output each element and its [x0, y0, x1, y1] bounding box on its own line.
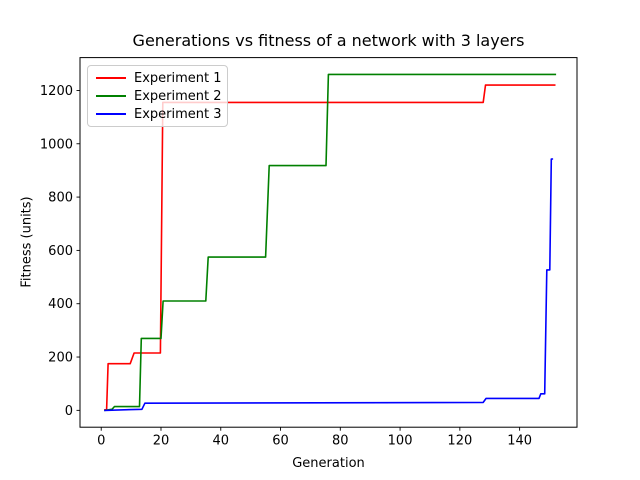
y-tick-label: 400 [48, 297, 73, 312]
legend-item-experiment-3: Experiment 3 [94, 105, 222, 123]
x-tick-label: 80 [332, 434, 349, 449]
x-tick-label: 20 [153, 434, 170, 449]
x-axis-label: Generation [292, 456, 365, 471]
x-tick-label: 120 [447, 434, 472, 449]
x-tick-label: 40 [212, 434, 229, 449]
y-tick-label: 200 [48, 351, 73, 366]
y-tick-label: 1200 [40, 84, 73, 99]
y-tick-label: 800 [48, 191, 73, 206]
legend-line-swatch-experiment-1 [96, 77, 126, 79]
x-tick-label: 0 [97, 434, 105, 449]
x-tick-label: 100 [388, 434, 413, 449]
legend-item-experiment-1: Experiment 1 [94, 69, 222, 87]
plot-frame [79, 57, 578, 428]
y-tick-label: 1000 [40, 137, 73, 152]
legend-label-experiment-1: Experiment 1 [134, 70, 222, 86]
legend-label-experiment-3: Experiment 3 [134, 106, 222, 122]
y-axis-label: Fitness (units) [19, 196, 35, 288]
x-tick-label: 60 [272, 434, 289, 449]
legend-line-swatch-experiment-3 [96, 113, 126, 115]
series-line-experiment-2 [104, 73, 557, 412]
legend-label-experiment-2: Experiment 2 [134, 88, 222, 104]
series-line-experiment-1 [104, 84, 556, 411]
legend-line-swatch-experiment-2 [96, 95, 126, 97]
legend-item-experiment-2: Experiment 2 [94, 87, 222, 105]
chart-title: Generations vs fitness of a network with… [132, 31, 525, 50]
series-line-experiment-3 [104, 158, 554, 412]
y-tick-label: 600 [48, 244, 73, 259]
y-tick-label: 0 [65, 404, 73, 419]
legend: Experiment 1 Experiment 2 Experiment 3 [87, 65, 228, 127]
x-tick-label: 140 [507, 434, 532, 449]
